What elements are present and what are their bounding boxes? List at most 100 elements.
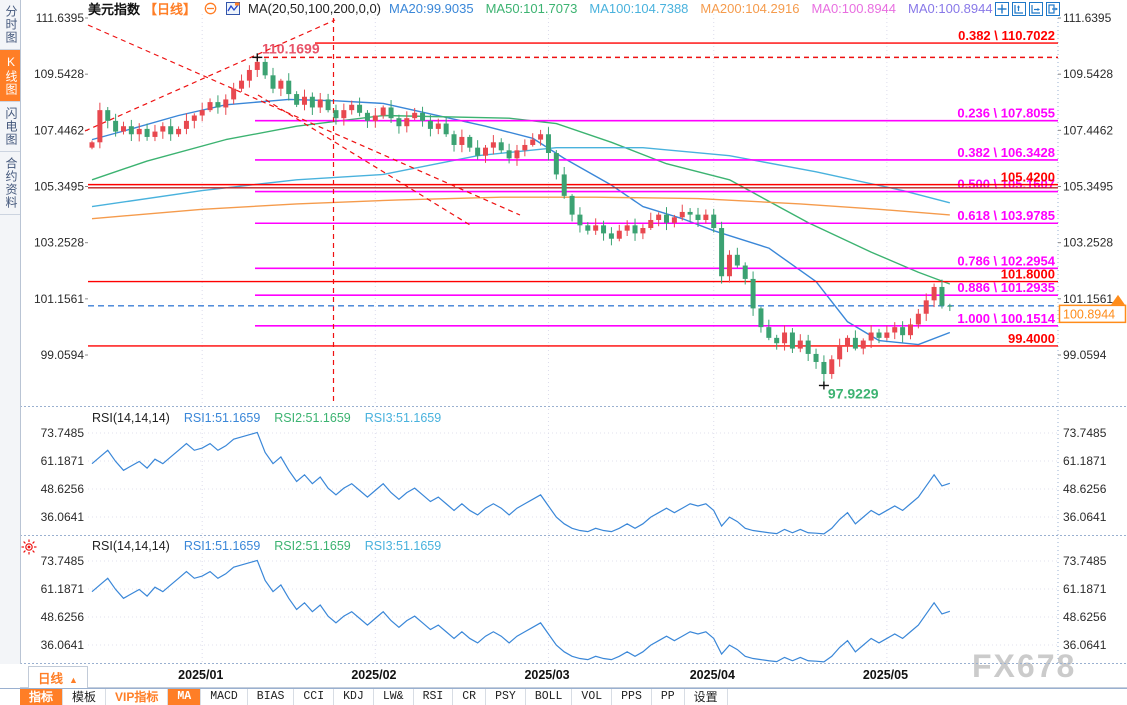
move-icon[interactable]: [995, 2, 1009, 16]
left-sidebar: 分时图 K线图 闪电图 合约资料: [0, 0, 21, 664]
toolbar-item-macd[interactable]: MACD: [201, 689, 248, 705]
rsi-value: RSI1:51.1659: [183, 539, 261, 553]
month-label: 2025/05: [862, 668, 909, 682]
candle-body: [876, 332, 882, 338]
period-selector[interactable]: 日线 ▲: [28, 666, 88, 690]
alert-sun-icon[interactable]: [20, 538, 38, 556]
candle-body: [577, 214, 583, 226]
symbol-title: 美元指数: [88, 2, 141, 17]
rsi-line: [91, 431, 951, 535]
price-axis-label-left: 105.3495: [34, 180, 84, 194]
circle-plus-icon[interactable]: [204, 2, 218, 15]
candle-body: [459, 136, 465, 145]
rsi-value: RSI2:51.1659: [274, 539, 351, 553]
candle-body: [176, 128, 182, 135]
fib-label-0.786: 0.786 \ 102.2954: [957, 253, 1055, 268]
candle-body: [608, 233, 614, 239]
candle-body: [758, 308, 764, 328]
toolbar-item-cci[interactable]: CCI: [294, 689, 335, 705]
candle-body: [372, 115, 378, 121]
scale-x-axis-icon[interactable]: [1029, 2, 1043, 16]
rsi-axis-label-left: 73.7485: [41, 426, 85, 440]
sidebar-tab[interactable]: K线图: [0, 50, 20, 102]
candle-body: [601, 225, 607, 234]
toolbar-item-cr[interactable]: CR: [453, 689, 487, 705]
month-label: 2025/03: [524, 668, 570, 682]
candle-body: [199, 110, 205, 116]
price-axis-label-left: 107.4462: [34, 123, 84, 137]
toolbar-item-vip[interactable]: VIP指标: [106, 689, 169, 705]
candle-body: [837, 345, 843, 360]
fib-label-0.382: 0.382 \ 106.3428: [957, 145, 1055, 160]
kline-chart-icon[interactable]: [226, 2, 241, 15]
toolbar-item-[interactable]: 指标: [20, 689, 64, 705]
candle-body: [695, 214, 701, 220]
candle-body: [254, 61, 260, 70]
candle-body: [144, 128, 150, 137]
price-axis-label-left: 109.5428: [34, 67, 84, 81]
candle-body: [113, 120, 119, 132]
rsi-axis-label-left: 48.6256: [41, 610, 85, 624]
candle-body: [750, 278, 756, 309]
candle-body: [585, 225, 591, 231]
toolbar-item-[interactable]: 模板: [63, 689, 107, 705]
ma-line-ma200: [91, 196, 950, 220]
toolbar-item-boll[interactable]: BOLL: [526, 689, 573, 705]
candle-body: [522, 144, 528, 151]
price-axis-label-right: 109.5428: [1063, 67, 1113, 81]
candle-body: [467, 136, 473, 148]
toolbar-item-kdj[interactable]: KDJ: [334, 689, 374, 705]
period-tag: 【日线】: [144, 2, 197, 17]
month-label: 2025/01: [178, 668, 224, 682]
candle-body: [207, 102, 213, 111]
toolbar-item-rsi[interactable]: RSI: [414, 689, 454, 705]
price-axis-label-right: 111.6395: [1063, 11, 1112, 25]
sidebar-tab[interactable]: 分时图: [0, 0, 20, 50]
fib-label-0.236: 0.236 \ 107.8055: [957, 106, 1055, 121]
rsi-title: RSI(14,14,14): [92, 411, 170, 425]
candle-body: [648, 219, 654, 229]
detach-window-icon[interactable]: [1046, 2, 1060, 16]
candle-body: [239, 80, 245, 89]
candle-body: [852, 337, 858, 349]
candle-body: [900, 327, 906, 336]
candle-body: [687, 211, 693, 215]
candle-body: [301, 96, 307, 105]
peak-price-label: 110.1699: [262, 40, 320, 56]
rsi-axis-label-left: 73.7485: [41, 554, 85, 568]
rsi-axis-label-right: 36.0641: [1063, 510, 1107, 524]
candle-body: [246, 69, 252, 81]
month-label: 2025/02: [351, 668, 397, 682]
candle-body: [868, 332, 874, 341]
period-label: 日线: [38, 672, 64, 686]
candle-body: [349, 104, 355, 111]
rsi-axis-label-left: 48.6256: [41, 482, 85, 496]
toolbar-item-lw[interactable]: LW&: [374, 689, 414, 705]
toolbar-item-ma[interactable]: MA: [168, 689, 202, 705]
candle-body: [357, 104, 363, 113]
sidebar-tab[interactable]: 合约资料: [0, 152, 20, 215]
candle-body: [656, 214, 662, 220]
scale-y-axis-icon[interactable]: [1012, 2, 1026, 16]
sidebar-tab[interactable]: 闪电图: [0, 102, 20, 152]
rsi-axis-label-right: 48.6256: [1063, 482, 1107, 496]
toolbar-item-vol[interactable]: VOL: [572, 689, 613, 705]
toolbar-item-pp[interactable]: PP: [652, 689, 685, 705]
candle-body: [286, 80, 292, 95]
candle-body: [530, 139, 536, 145]
candle-body: [341, 110, 347, 119]
candle-body: [719, 228, 725, 277]
rsi-axis-label-right: 61.1871: [1063, 582, 1107, 596]
watermark: FX678: [972, 648, 1077, 684]
toolbar-item-bias[interactable]: BIAS: [248, 689, 295, 705]
trendline: [87, 24, 521, 216]
trendline: [84, 19, 336, 132]
toolbar-item-[interactable]: 设置: [685, 689, 728, 705]
price-level-label: 105.4200: [1001, 170, 1055, 185]
toolbar-item-pps[interactable]: PPS: [612, 689, 652, 705]
rsi-axis-label-right: 48.6256: [1063, 610, 1107, 624]
toolbar-item-psy[interactable]: PSY: [486, 689, 526, 705]
ma-value: MA50:101.7073: [485, 1, 578, 16]
